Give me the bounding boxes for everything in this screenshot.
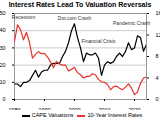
svg-text:4: 4 <box>156 75 159 81</box>
html-text:10-Year Interest Rates: 10-Year Interest Rates <box>87 112 143 118</box>
svg-text:Recession: Recession <box>12 14 36 20</box>
svg-text:50: 50 <box>0 10 6 16</box>
svg-text:Pandemic Crash: Pandemic Crash <box>113 20 150 26</box>
svg-text:10: 10 <box>0 79 6 85</box>
html-text:Interest Rates Lead To Valuati: Interest Rates Lead To Valuation Reversa… <box>8 1 152 8</box>
svg-text:8: 8 <box>156 53 159 59</box>
svg-text:2010: 2010 <box>98 107 110 110</box>
svg-text:40: 40 <box>0 27 6 33</box>
svg-text:1990: 1990 <box>38 107 50 110</box>
svg-text:20: 20 <box>0 62 6 68</box>
html-text:CAPE Valuations: CAPE Valuations <box>31 112 74 118</box>
svg-text:16: 16 <box>156 10 160 16</box>
svg-text:Financial Crisis: Financial Crisis <box>82 38 116 44</box>
svg-text:2000: 2000 <box>68 107 80 110</box>
svg-text:12: 12 <box>156 32 160 38</box>
svg-text:0: 0 <box>156 96 159 102</box>
svg-text:0: 0 <box>2 96 5 102</box>
svg-text:1980: 1980 <box>8 107 20 110</box>
svg-text:30: 30 <box>0 45 6 51</box>
svg-text:Dot.com Crash: Dot.com Crash <box>58 15 92 21</box>
svg-text:2020: 2020 <box>128 107 140 110</box>
